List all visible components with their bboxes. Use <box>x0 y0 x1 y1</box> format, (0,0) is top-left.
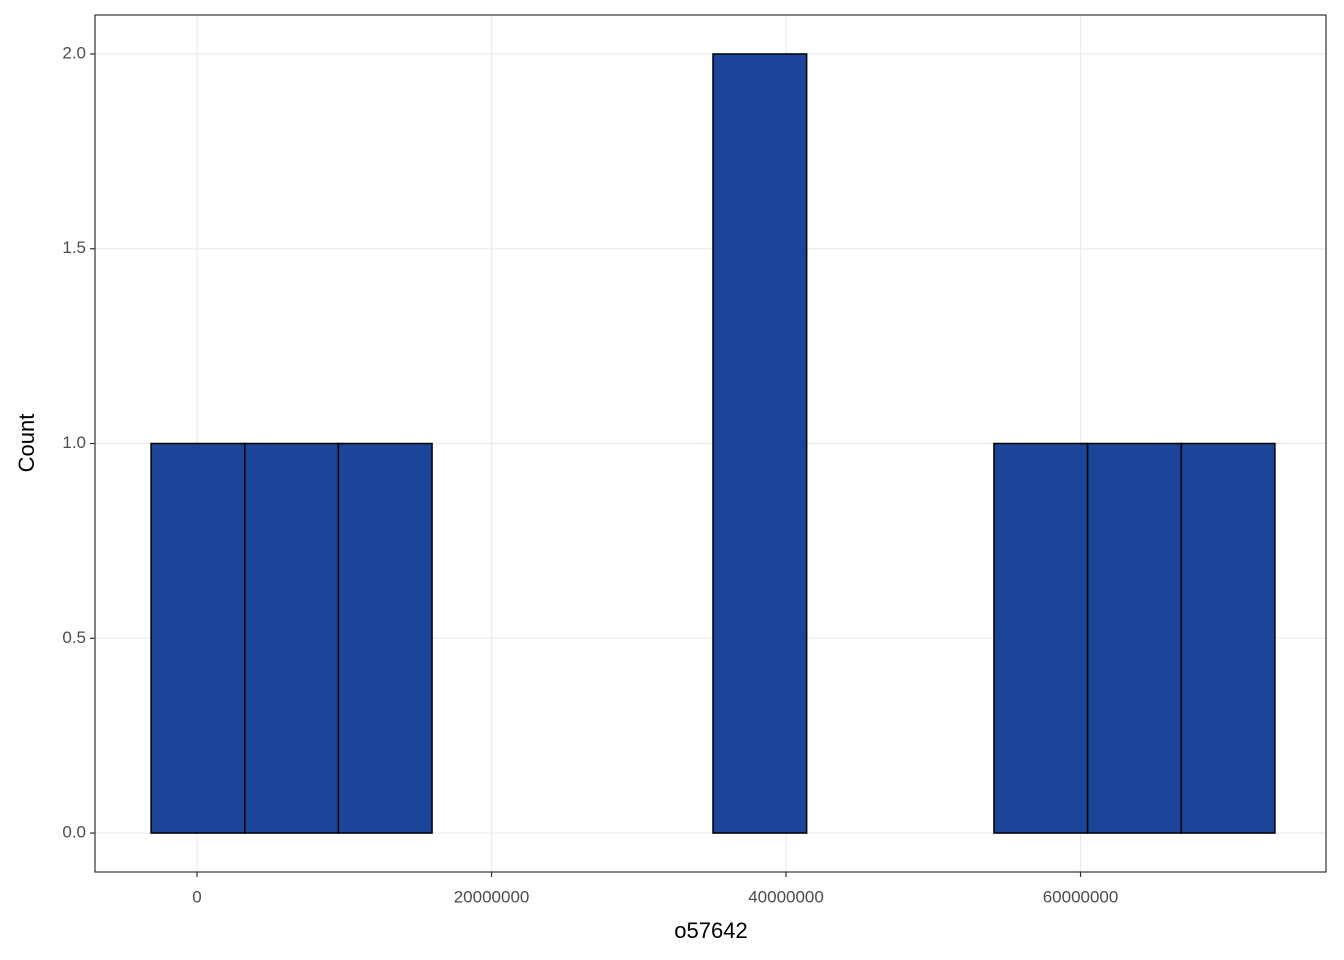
x-axis-title: o57642 <box>674 918 747 943</box>
y-tick-label: 0.0 <box>62 823 86 842</box>
bar <box>1086 442 1183 834</box>
bar <box>1180 442 1276 834</box>
y-tick-label: 1.5 <box>62 238 86 257</box>
bar <box>150 442 246 834</box>
bar <box>993 442 1089 834</box>
x-tick-label: 60000000 <box>1043 887 1119 906</box>
x-tick-label: 20000000 <box>454 887 530 906</box>
y-tick-label: 1.0 <box>62 433 86 452</box>
y-tick-label: 0.5 <box>62 628 86 647</box>
bar <box>337 442 433 834</box>
panel-border <box>94 14 1327 873</box>
x-tick-label: 40000000 <box>748 887 824 906</box>
y-tick-label: 2.0 <box>62 43 86 62</box>
bar <box>244 442 340 834</box>
bar <box>712 53 808 834</box>
y-axis-title: Count <box>14 414 39 473</box>
x-tick-label: 0 <box>192 887 201 906</box>
